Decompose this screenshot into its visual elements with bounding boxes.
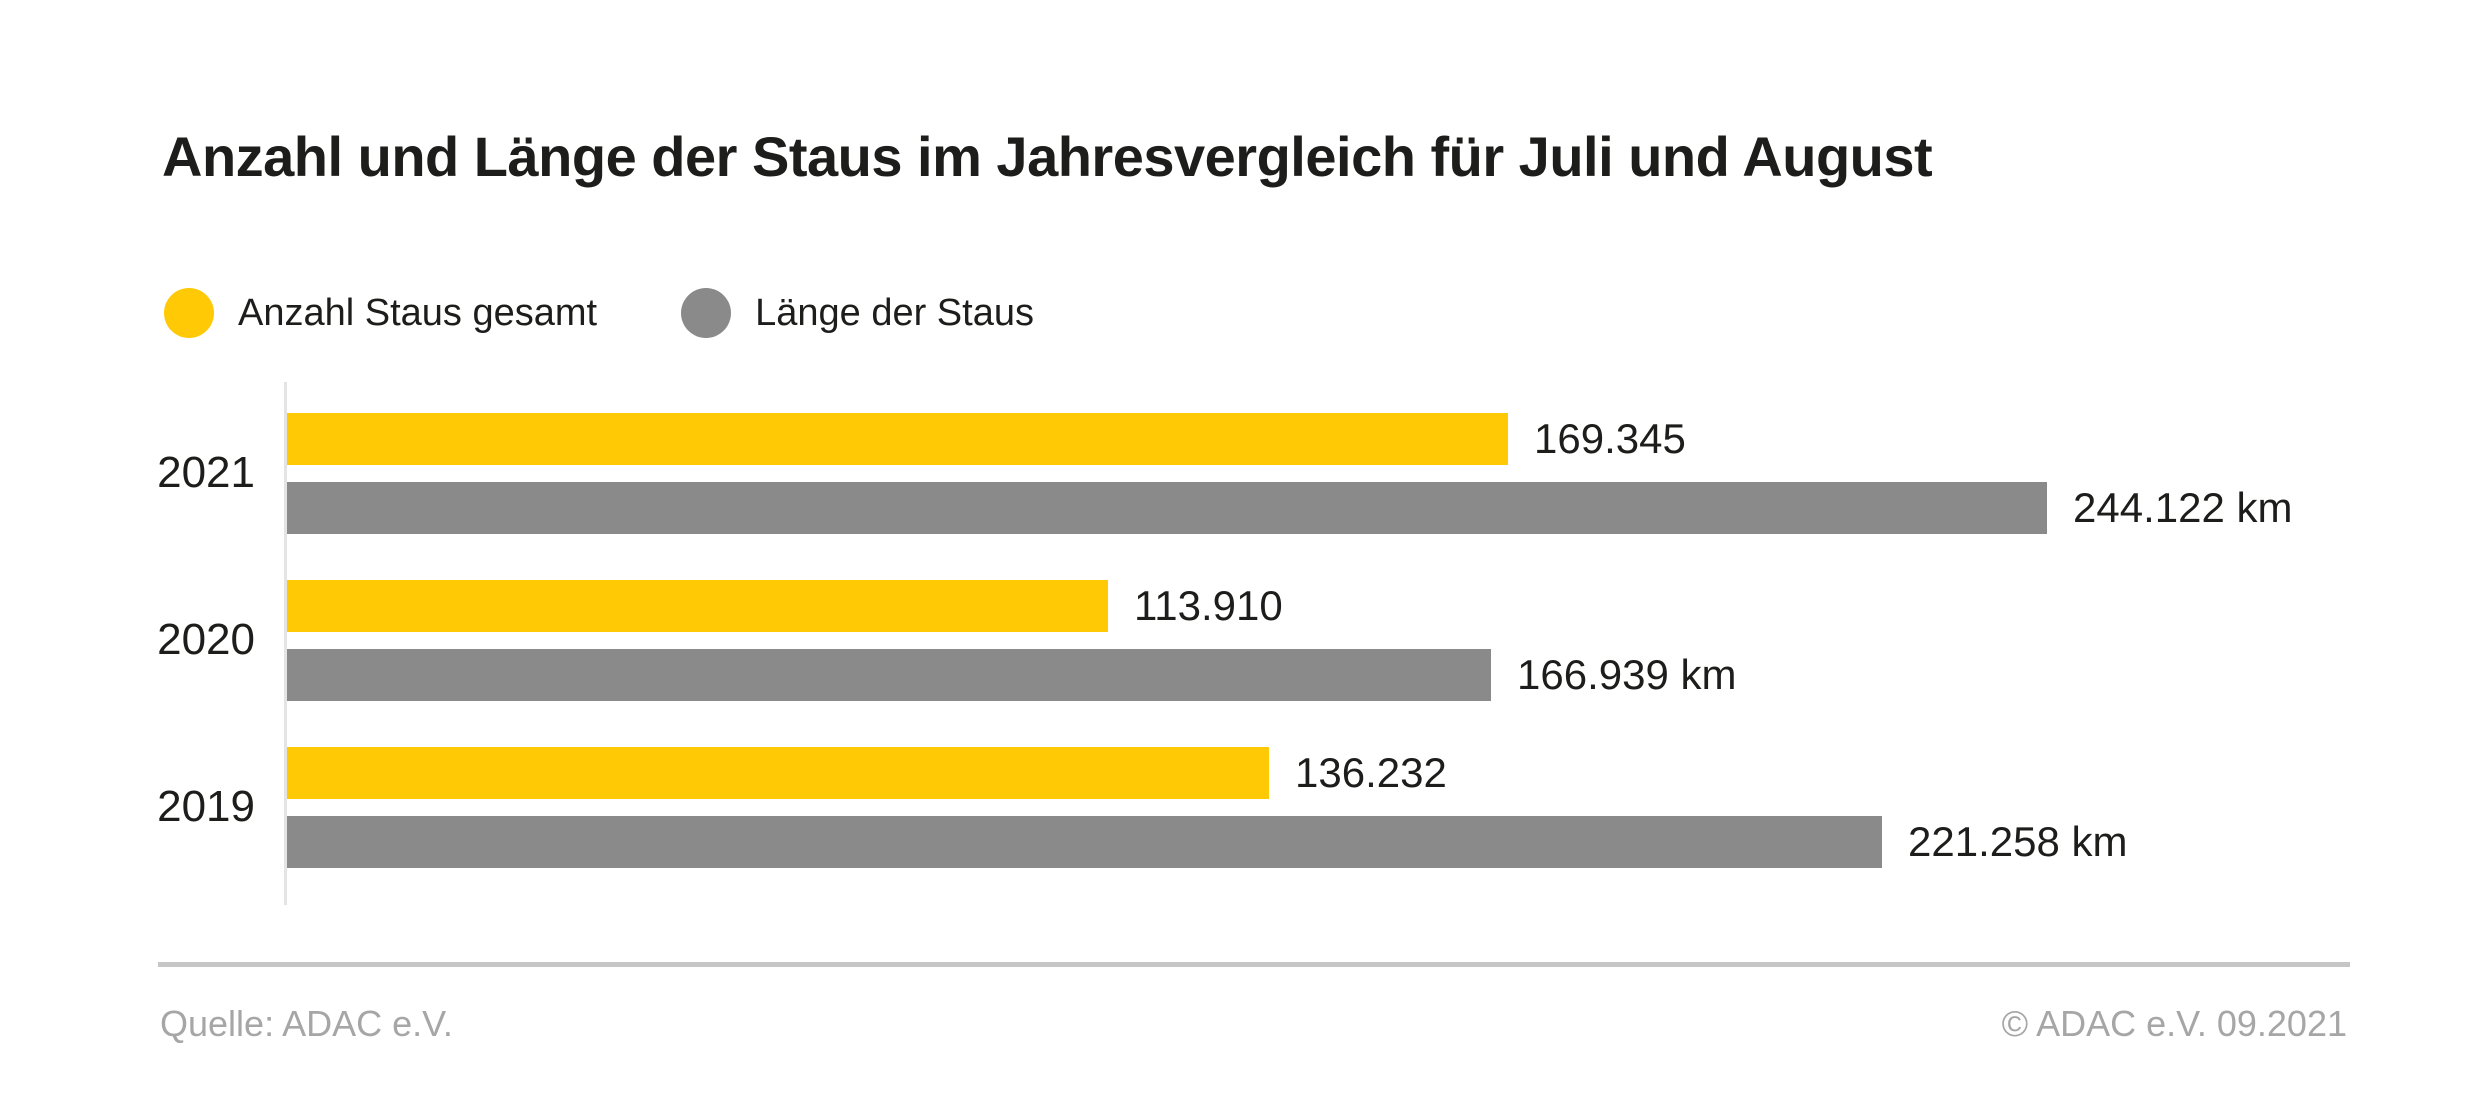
bar-anzahl-staus-gesamt-2019	[287, 747, 1269, 799]
value-label-l-nge-der-staus-2021: 244.122 km	[2073, 484, 2293, 531]
value-label-anzahl-staus-gesamt-2021: 169.345	[1534, 415, 1686, 462]
legend-label-laenge-staus: Länge der Staus	[755, 291, 1034, 334]
bar-l-nge-der-staus-2021	[287, 482, 2047, 534]
source-note: Quelle: ADAC e.V.	[160, 1003, 453, 1044]
bar-row-l-nge-der-staus-2021: 244.122 km	[287, 482, 2292, 534]
bar-row-anzahl-staus-gesamt-2020: 113.910	[287, 580, 1283, 632]
legend-label-anzahl-staus: Anzahl Staus gesamt	[238, 291, 598, 334]
category-label-2020: 2020	[157, 615, 255, 664]
footer-separator-line	[158, 962, 2350, 967]
bar-row-anzahl-staus-gesamt-2019: 136.232	[287, 747, 1447, 799]
legend-dot-gray-icon	[681, 288, 732, 338]
legend-dot-yellow-icon	[164, 288, 214, 338]
copyright-note: © ADAC e.V. 09.2021	[2001, 1003, 2347, 1044]
value-label-l-nge-der-staus-2020: 166.939 km	[1517, 651, 1737, 698]
category-label-2019: 2019	[157, 782, 255, 831]
legend-item-laenge-staus: Länge der Staus	[681, 288, 1034, 338]
bar-row-l-nge-der-staus-2020: 166.939 km	[287, 649, 1736, 701]
legend: Anzahl Staus gesamt Länge der Staus	[164, 288, 1034, 338]
bar-anzahl-staus-gesamt-2020	[287, 580, 1108, 632]
value-label-anzahl-staus-gesamt-2019: 136.232	[1295, 749, 1447, 796]
value-label-anzahl-staus-gesamt-2020: 113.910	[1134, 582, 1283, 629]
bar-chart: 2021 169.345 244.122 km 2020 113.910 166.939 …	[157, 382, 2292, 905]
bar-anzahl-staus-gesamt-2021	[287, 413, 1508, 465]
category-label-2021: 2021	[157, 448, 255, 497]
chart-title: Anzahl und Länge der Staus im Jahresverg…	[162, 125, 1933, 188]
value-label-l-nge-der-staus-2019: 221.258 km	[1908, 818, 2128, 865]
bar-l-nge-der-staus-2020	[287, 649, 1491, 701]
bar-l-nge-der-staus-2019	[287, 816, 1882, 868]
bar-row-l-nge-der-staus-2019: 221.258 km	[287, 816, 2127, 868]
bar-row-anzahl-staus-gesamt-2021: 169.345	[287, 413, 1686, 465]
legend-item-anzahl-staus: Anzahl Staus gesamt	[164, 288, 597, 338]
